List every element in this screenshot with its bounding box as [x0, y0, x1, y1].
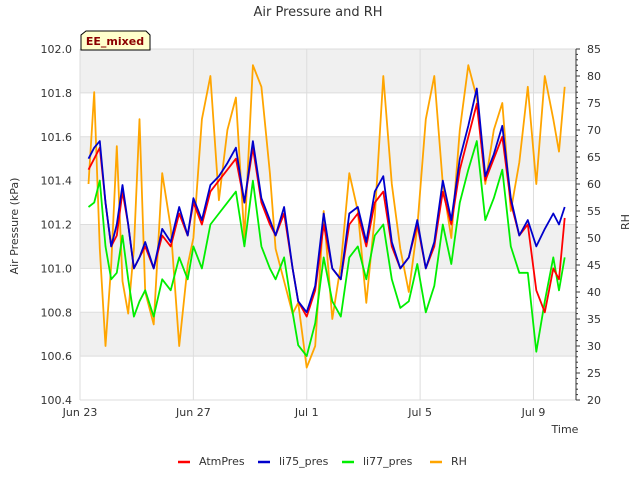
x-tick-label: Jun 27	[175, 406, 211, 419]
legend-label: AtmPres	[199, 455, 245, 468]
legend-label: RH	[451, 455, 467, 468]
y-tick-label: 101.2	[41, 219, 73, 232]
y2-axis-title: RH	[619, 214, 632, 230]
chart-title: Air Pressure and RH	[253, 5, 382, 20]
x-tick-label: Jul 1	[294, 406, 319, 419]
badge-box	[80, 30, 151, 51]
plot-band	[80, 180, 576, 225]
y2-tick-label: 25	[587, 367, 601, 380]
y2-tick-label: 85	[587, 43, 601, 56]
series-line-li77-pres	[87, 140, 566, 358]
badge-label: EE_mixed	[86, 35, 144, 48]
y2-tick-label: 80	[587, 70, 601, 83]
legend-label: li75_pres	[279, 455, 329, 468]
y2-tick-label: 35	[587, 313, 601, 326]
y-tick-label: 101.4	[41, 175, 73, 188]
y-tick-label: 101.8	[41, 87, 73, 100]
y2-tick-label: 40	[587, 286, 601, 299]
y2-tick-label: 30	[587, 340, 601, 353]
y-tick-label: 101.6	[41, 131, 73, 144]
y2-tick-label: 60	[587, 178, 601, 191]
x-axis-title: Time	[551, 423, 579, 436]
x-tick-label: Jul 9	[521, 406, 546, 419]
plot-band	[80, 356, 576, 400]
y-tick-label: 100.8	[41, 306, 73, 319]
plot-band	[80, 312, 576, 357]
plot-band	[80, 49, 576, 93]
axes: 100.4 100.6 100.8 101.0 101.2 101.4 101.6 101.8…	[41, 43, 602, 419]
x-tick-label: Jul 5	[407, 406, 432, 419]
y-tick-label: 100.4	[41, 394, 73, 407]
y-tick-label: 102.0	[41, 43, 73, 56]
y-tick-label: 100.6	[41, 350, 73, 363]
y2-tick-label: 75	[587, 97, 601, 110]
badge: EE_mixed	[80, 30, 151, 51]
series-line-li75-pres	[87, 87, 566, 314]
legend: AtmPres li75_pres li77_pres RH	[178, 455, 467, 468]
y2-tick-label: 70	[587, 124, 601, 137]
x-tick-label: Jun 23	[62, 406, 98, 419]
y-tick-label: 101.0	[41, 262, 73, 275]
y2-tick-label: 65	[587, 151, 601, 164]
y2-tick-label: 55	[587, 205, 601, 218]
y2-tick-label: 20	[587, 394, 601, 407]
y2-tick-label: 50	[587, 232, 601, 245]
legend-label: li77_pres	[363, 455, 413, 468]
y2-tick-label: 45	[587, 259, 601, 272]
y-axis-title: Air Pressure (kPa)	[8, 178, 21, 275]
series-layer	[87, 64, 566, 369]
